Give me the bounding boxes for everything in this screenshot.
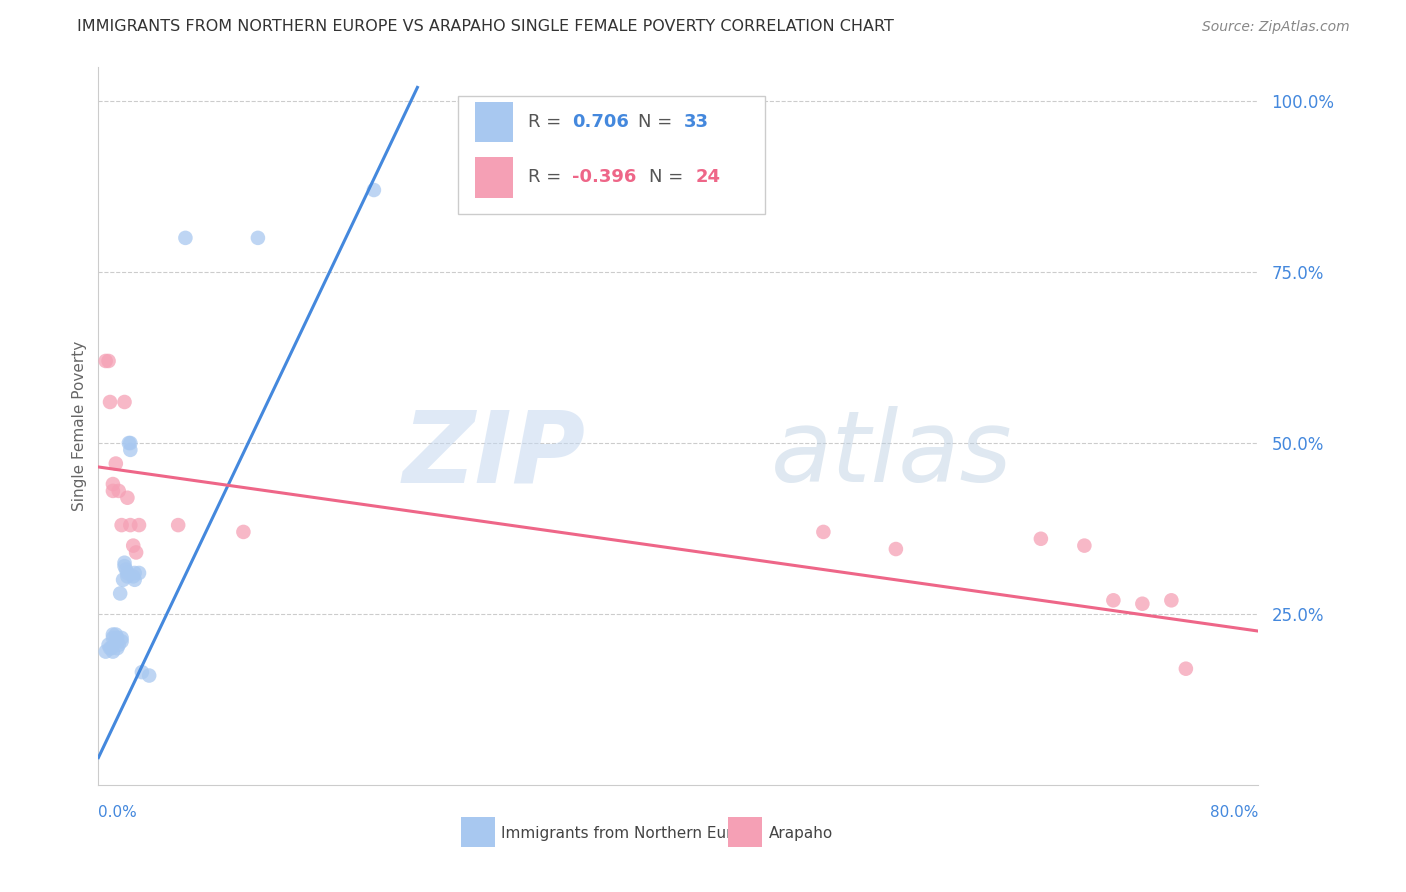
Point [117, 566, 139, 580]
Text: Arapaho: Arapaho [769, 826, 834, 840]
Point [97, 638, 120, 652]
Point [115, 563, 138, 577]
Point [98, 641, 121, 656]
Point [124, 566, 146, 580]
Point [174, 231, 197, 245]
Point [111, 631, 132, 645]
Point [1029, 532, 1052, 546]
Text: N =: N = [638, 112, 678, 131]
Point [107, 638, 129, 652]
Point [120, 518, 142, 533]
Point [112, 573, 135, 587]
Point [105, 641, 128, 656]
Point [105, 631, 128, 645]
Text: N =: N = [650, 169, 689, 186]
Point [131, 665, 153, 680]
Text: atlas: atlas [772, 406, 1012, 503]
Point [128, 566, 150, 580]
Point [107, 483, 129, 498]
FancyBboxPatch shape [461, 817, 495, 847]
Point [111, 518, 132, 533]
Point [101, 627, 124, 641]
Point [120, 442, 142, 457]
Text: 0.706: 0.706 [572, 112, 628, 131]
Text: 80.0%: 80.0% [1211, 805, 1258, 821]
Point [104, 634, 127, 648]
Point [101, 631, 124, 645]
Point [1160, 593, 1182, 607]
Text: Immigrants from Northern Europe: Immigrants from Northern Europe [501, 826, 761, 840]
Point [1073, 539, 1095, 553]
Point [232, 524, 254, 539]
Point [1130, 597, 1153, 611]
FancyBboxPatch shape [475, 102, 513, 142]
Text: 33: 33 [685, 112, 709, 131]
Point [813, 524, 835, 539]
Point [108, 586, 131, 600]
Point [117, 491, 139, 505]
Point [1102, 593, 1125, 607]
Point [246, 231, 269, 245]
Text: ZIP: ZIP [402, 406, 585, 503]
Point [138, 668, 160, 682]
Point [104, 457, 127, 471]
Point [120, 436, 142, 450]
Point [94, 354, 117, 368]
Point [104, 627, 127, 641]
Point [125, 545, 148, 559]
Text: R =: R = [527, 169, 567, 186]
Point [101, 477, 124, 491]
Point [98, 395, 121, 409]
Text: IMMIGRANTS FROM NORTHERN EUROPE VS ARAPAHO SINGLE FEMALE POVERTY CORRELATION CHA: IMMIGRANTS FROM NORTHERN EUROPE VS ARAPA… [77, 20, 894, 34]
Point [114, 559, 136, 574]
Point [117, 569, 139, 583]
Point [101, 644, 124, 658]
Point [167, 518, 190, 533]
Text: 24: 24 [696, 169, 721, 186]
Text: 0.0%: 0.0% [98, 805, 138, 821]
Text: -0.396: -0.396 [572, 169, 636, 186]
FancyBboxPatch shape [475, 157, 513, 198]
FancyBboxPatch shape [458, 95, 765, 214]
Point [97, 354, 120, 368]
Text: R =: R = [527, 112, 567, 131]
Point [101, 483, 124, 498]
Point [111, 634, 132, 648]
Point [122, 569, 145, 583]
Point [124, 573, 146, 587]
Point [118, 436, 141, 450]
Point [122, 539, 145, 553]
Y-axis label: Single Female Poverty: Single Female Poverty [72, 341, 87, 511]
Point [100, 641, 122, 656]
Text: Source: ZipAtlas.com: Source: ZipAtlas.com [1202, 21, 1350, 34]
Point [94, 644, 117, 658]
FancyBboxPatch shape [728, 817, 762, 847]
Point [114, 556, 136, 570]
Point [114, 395, 136, 409]
Point [1174, 662, 1197, 676]
Point [884, 541, 907, 557]
Point [363, 183, 385, 197]
Point [128, 518, 150, 533]
